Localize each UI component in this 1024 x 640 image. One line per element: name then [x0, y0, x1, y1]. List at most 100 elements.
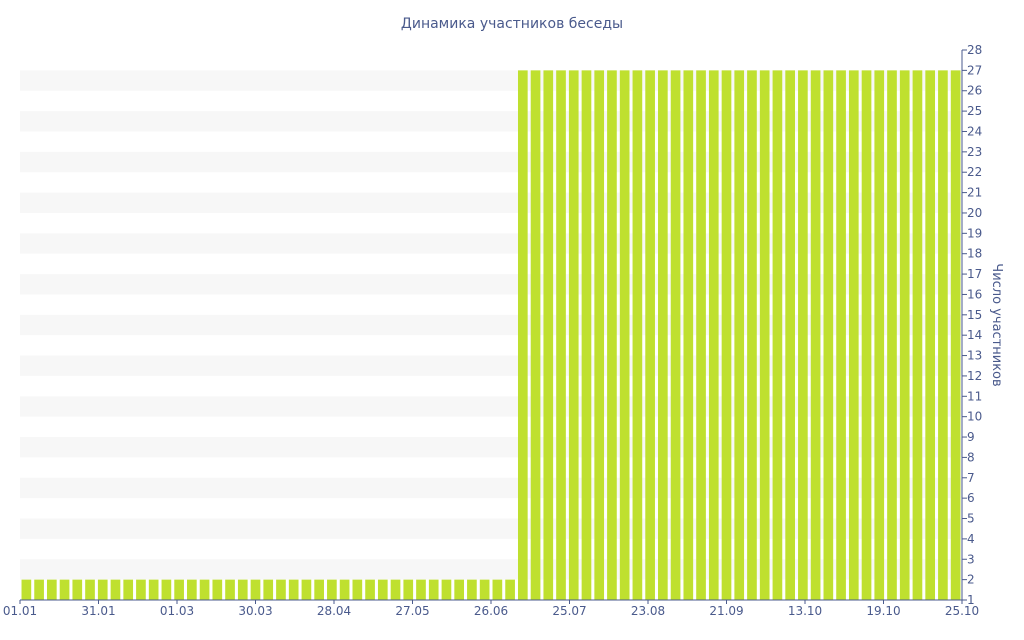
bar — [607, 70, 617, 601]
y-tick-label: 12 — [967, 369, 982, 383]
bar — [352, 579, 363, 600]
y-tick-label: 15 — [967, 308, 982, 322]
y-tick-label: 7 — [967, 471, 975, 485]
bar — [581, 70, 592, 601]
x-tick-label: 27.05 — [395, 604, 429, 618]
y-tick-label: 26 — [967, 84, 982, 98]
bar — [568, 70, 579, 601]
y-tick-label: 5 — [967, 512, 975, 526]
bars-group — [21, 70, 961, 601]
x-tick-label: 13.10 — [788, 604, 822, 618]
bar — [861, 70, 872, 601]
y-tick-label: 20 — [967, 206, 982, 220]
grid-band — [20, 314, 962, 336]
y-tick-label: 18 — [967, 247, 982, 261]
y-tick-label: 24 — [967, 124, 982, 138]
grid-band — [20, 355, 962, 376]
bar — [492, 579, 503, 600]
bar — [59, 579, 70, 600]
y-tick-label: 16 — [967, 287, 982, 301]
grid-band — [20, 111, 962, 132]
bar — [759, 70, 770, 601]
y-tick-label: 13 — [967, 349, 982, 363]
bar — [339, 579, 350, 600]
bar — [467, 579, 477, 600]
x-axis: 01.01 31.01 01.03 30.03 28.04 27.05 26.06 25.07… — [3, 599, 979, 618]
bar — [505, 579, 515, 600]
bar — [632, 70, 643, 601]
bar — [148, 579, 159, 600]
grid-band — [20, 477, 962, 499]
bar — [747, 70, 757, 601]
bar — [416, 579, 426, 600]
grid-band — [20, 233, 962, 254]
bar — [683, 70, 694, 601]
y-tick-label: 27 — [967, 63, 982, 77]
bar — [530, 70, 541, 601]
bar — [912, 70, 923, 601]
x-tick-label: 26.06 — [474, 604, 508, 618]
bar — [212, 579, 223, 600]
bar — [72, 579, 83, 600]
grid-band — [20, 70, 962, 91]
grid-band — [20, 518, 962, 539]
bar — [288, 579, 299, 600]
y-tick-label: 2 — [967, 573, 975, 587]
y-axis: 1234567891011121314151617181920212223242… — [961, 43, 982, 607]
y-axis-title: Число участников — [989, 263, 1004, 386]
bar — [199, 579, 210, 600]
bar — [21, 579, 32, 600]
x-tick-label: 19.10 — [866, 604, 900, 618]
bar — [798, 70, 808, 601]
bar — [708, 70, 719, 601]
bar — [97, 579, 108, 600]
bar — [314, 579, 324, 600]
y-tick-label: 14 — [967, 328, 982, 342]
bar — [276, 579, 286, 600]
y-tick-label: 17 — [967, 267, 982, 281]
y-tick-label: 4 — [967, 532, 975, 546]
bar — [174, 579, 184, 600]
bar — [517, 70, 528, 601]
bar — [810, 70, 821, 601]
bar — [390, 579, 401, 600]
bar — [46, 579, 57, 600]
bar — [110, 579, 121, 600]
bar — [619, 70, 630, 601]
grid-band — [20, 396, 962, 417]
x-tick-label: 30.03 — [238, 604, 272, 618]
y-tick-label: 11 — [967, 389, 982, 403]
bar — [250, 579, 261, 600]
bar — [365, 579, 375, 600]
bar — [848, 70, 859, 601]
chart-title: Динамика участников беседы — [401, 16, 623, 32]
bar — [85, 579, 95, 600]
bar — [925, 70, 936, 601]
y-tick-label: 19 — [967, 226, 982, 240]
bar — [479, 579, 490, 600]
y-tick-label: 21 — [967, 186, 982, 200]
y-tick-label: 10 — [967, 410, 982, 424]
x-tick-label: 25.10 — [945, 604, 979, 618]
bar — [161, 579, 172, 600]
y-tick-label: 25 — [967, 104, 982, 118]
bar — [950, 70, 961, 601]
bar — [658, 70, 668, 601]
bar — [34, 579, 44, 600]
x-tick-label: 01.01 — [3, 604, 37, 618]
bar — [645, 70, 655, 601]
bar — [123, 579, 134, 600]
bar — [263, 579, 274, 600]
y-tick-label: 8 — [967, 450, 975, 464]
grid-band — [20, 274, 962, 295]
bar — [454, 579, 465, 600]
bar — [136, 579, 146, 600]
bar — [377, 579, 388, 600]
bar — [301, 579, 312, 600]
y-tick-label: 9 — [967, 430, 975, 444]
bar — [899, 70, 910, 601]
y-tick-label: 1 — [967, 593, 975, 607]
x-tick-label: 21.09 — [709, 604, 743, 618]
bar — [823, 70, 834, 601]
bar — [887, 70, 897, 601]
